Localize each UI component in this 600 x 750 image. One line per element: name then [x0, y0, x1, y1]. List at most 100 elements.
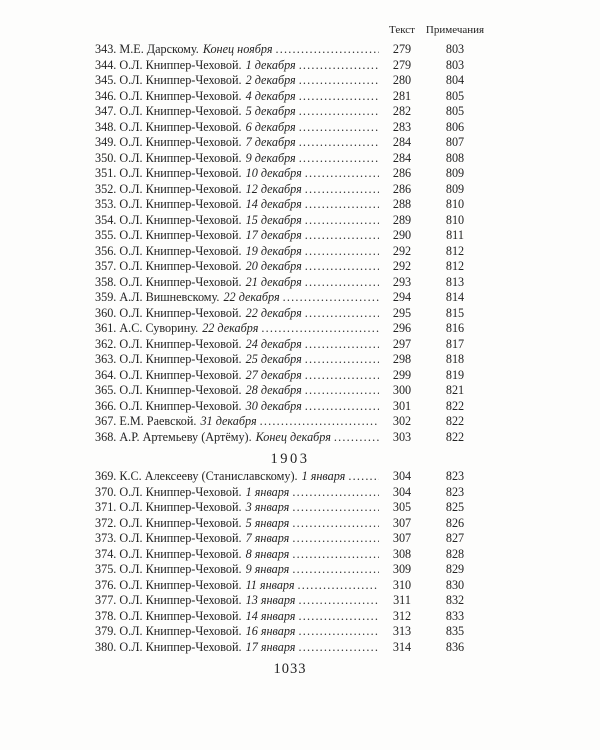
entry-text-page: 286: [392, 166, 412, 180]
entry-date: 22 декабря: [245, 305, 302, 320]
entry-notes-page: 823: [445, 484, 465, 499]
entry-text-page: 307: [392, 531, 412, 545]
entry-text-page: 299: [392, 367, 412, 382]
entry-text-page: 302: [392, 414, 412, 428]
entry-text-page: 304: [392, 484, 412, 499]
dots-leader: [296, 120, 379, 135]
entry-date: 1 января: [245, 484, 290, 499]
toc-sections: 343. М.Е. Дарскому.Конец ноября279803344…: [95, 42, 485, 655]
entry-date: 1 января: [301, 469, 346, 483]
toc-entry-row: 360. О.Л. Книппер-Чеховой.22 декабря 295 8…: [95, 306, 485, 322]
toc-entry-row: 357. О.Л. Книппер-Чеховой.20 декабря 292 8…: [95, 259, 485, 275]
toc-entry-row: 355. О.Л. Книппер-Чеховой.17 декабря 290 8…: [95, 228, 485, 244]
dots-leader: [302, 166, 379, 181]
entry-date: 8 января: [245, 546, 290, 561]
entry-date: 9 декабря: [245, 150, 296, 165]
dots-leader: [295, 609, 379, 624]
dots-leader: [302, 337, 379, 352]
toc-entry-row: 373. О.Л. Книппер-Чеховой.7 января 307 827: [95, 531, 485, 547]
entry-notes-page: 835: [445, 624, 465, 638]
entry-date: 10 декабря: [245, 166, 302, 180]
entry-text-page: 293: [392, 274, 412, 289]
entry-label: 351. О.Л. Книппер-Чеховой.: [95, 166, 242, 180]
entry-label: 375. О.Л. Книппер-Чеховой.: [95, 562, 242, 576]
dots-leader: [296, 89, 379, 104]
dots-leader: [295, 624, 379, 639]
entry-notes-page: 822: [445, 398, 465, 413]
entry-notes-page: 809: [445, 166, 465, 180]
toc-entry-row: 379. О.Л. Книппер-Чеховой.16 января 313 83…: [95, 624, 485, 640]
dots-leader: [289, 500, 379, 515]
toc-entry-row: 350. О.Л. Книппер-Чеховой.9 декабря 284 80…: [95, 151, 485, 167]
dots-leader: [296, 58, 379, 73]
entry-label: 372. О.Л. Книппер-Чеховой.: [95, 515, 242, 530]
entry-text-page: 308: [392, 546, 412, 561]
entry-text-page: 280: [392, 73, 412, 87]
entry-date: 12 декабря: [245, 181, 302, 196]
entry-notes-page: 836: [445, 639, 465, 654]
entry-date: 31 декабря: [200, 414, 257, 428]
entry-text-page: 292: [392, 243, 412, 258]
entry-notes-page: 805: [445, 88, 465, 103]
entry-date: 19 декабря: [245, 243, 302, 258]
dots-leader: [258, 321, 379, 336]
entry-date: 15 декабря: [245, 212, 302, 227]
toc-entry-row: 354. О.Л. Книппер-Чеховой.15 декабря 289 8…: [95, 213, 485, 229]
entry-notes-page: 826: [445, 515, 465, 530]
entry-label: 359. А.Л. Вишневскому.: [95, 290, 220, 304]
entry-label: 377. О.Л. Книппер-Чеховой.: [95, 593, 242, 607]
entry-date: 13 января: [245, 593, 296, 607]
entry-label: 360. О.Л. Книппер-Чеховой.: [95, 305, 242, 320]
entry-notes-page: 809: [445, 181, 465, 196]
entry-label: 353. О.Л. Книппер-Чеховой.: [95, 197, 242, 211]
entry-notes-page: 814: [445, 290, 465, 304]
toc-content: Текст Примечания 343. М.Е. Дарскому. Коне…: [95, 0, 485, 678]
entry-notes-page: 810: [445, 197, 465, 211]
dots-leader: [331, 430, 379, 445]
entry-date: 20 декабря: [245, 259, 302, 273]
entry-label: 376. О.Л. Книппер-Чеховой.: [95, 577, 242, 592]
entry-label: 354. О.Л. Книппер-Чеховой.: [95, 212, 242, 227]
dots-leader: [289, 516, 379, 531]
entry-date: 14 января: [245, 608, 296, 623]
entry-label: 344. О.Л. Книппер-Чеховой.: [95, 57, 242, 72]
entry-text-page: 290: [392, 228, 412, 242]
entry-label: 368. А.Р. Артемьеву (Артёму).: [95, 429, 252, 444]
entry-date: 14 декабря: [245, 197, 302, 211]
entry-date: 2 декабря: [245, 73, 296, 87]
entry-label: 364. О.Л. Книппер-Чеховой.: [95, 367, 242, 382]
entry-text-page: 288: [392, 197, 412, 211]
entry-notes-page: 828: [445, 546, 465, 561]
dots-leader: [302, 228, 379, 243]
entry-date: 24 декабря: [245, 336, 302, 351]
dots-leader: [302, 182, 379, 197]
entry-date: 21 декабря: [245, 274, 302, 289]
dots-leader: [289, 531, 379, 546]
entry-date: 25 декабря: [245, 352, 302, 366]
entry-date: 9 января: [245, 562, 290, 576]
entry-text-page: 284: [392, 150, 412, 165]
entry-label: 349. О.Л. Книппер-Чеховой.: [95, 135, 242, 149]
dots-leader: [302, 259, 379, 274]
entry-text-page: 289: [392, 212, 412, 227]
entry-date: 30 декабря: [245, 398, 302, 413]
entry-label: 370. О.Л. Книппер-Чеховой.: [95, 484, 242, 499]
toc-entry-row: 362. О.Л. Книппер-Чеховой.24 декабря 297 8…: [95, 337, 485, 353]
entry-text-page: 296: [392, 321, 412, 335]
toc-entry-row: 365. О.Л. Книппер-Чеховой.28 декабря 300 8…: [95, 383, 485, 399]
entry-label: 356. О.Л. Книппер-Чеховой.: [95, 243, 242, 258]
toc-entry-row: 377. О.Л. Книппер-Чеховой.13 января 311 83…: [95, 593, 485, 609]
entry-notes-page: 823: [445, 469, 465, 483]
entry-text-page: 313: [392, 624, 412, 638]
entry-label: 373. О.Л. Книппер-Чеховой.: [95, 531, 242, 545]
toc-entry-row: 356. О.Л. Книппер-Чеховой.19 декабря 292 8…: [95, 244, 485, 260]
entry-notes-page: 818: [445, 352, 465, 366]
entry-notes-page: 821: [445, 383, 465, 397]
toc-entry-row: 367. Е.М. Раевской.31 декабря 302 822: [95, 414, 485, 430]
entry-label: 346. О.Л. Книппер-Чеховой.: [95, 88, 242, 103]
dots-leader: [296, 73, 379, 88]
entry-date: 7 января: [245, 531, 290, 545]
entry-text-page: 307: [392, 515, 412, 530]
toc-entry-row: 363. О.Л. Книппер-Чеховой.25 декабря 298 8…: [95, 352, 485, 368]
toc-entry-row: 345. О.Л. Книппер-Чеховой.2 декабря 280 80…: [95, 73, 485, 89]
